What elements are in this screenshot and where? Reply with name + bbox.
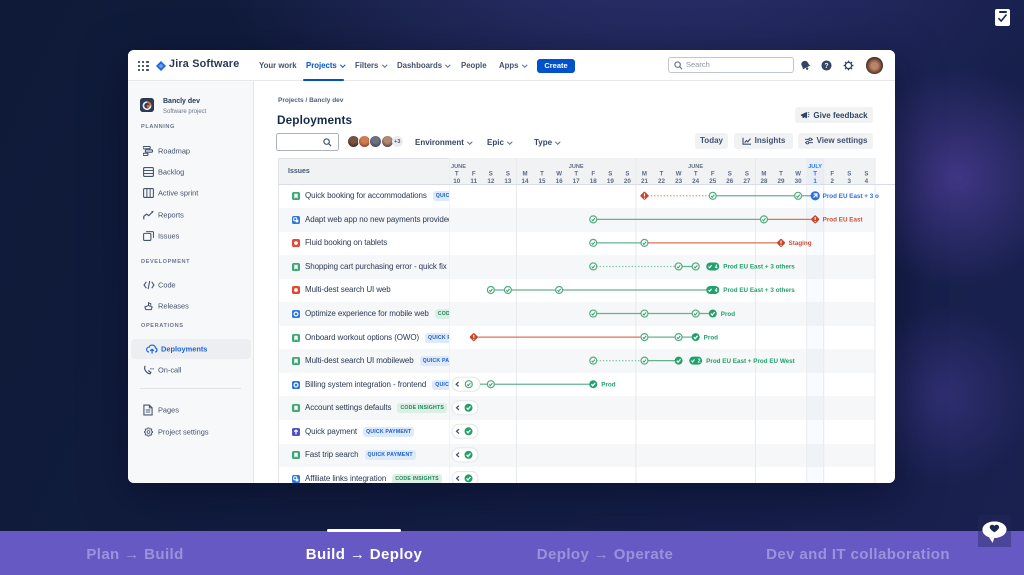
svg-text:F: F — [472, 171, 476, 178]
svg-text:F: F — [711, 171, 715, 178]
svg-text:W: W — [676, 171, 682, 178]
svg-text:27: 27 — [743, 178, 751, 185]
svg-text:Prod EU East + 3 o: Prod EU East + 3 o — [823, 193, 879, 200]
svg-text:T: T — [813, 171, 817, 178]
svg-text:T: T — [694, 171, 698, 178]
svg-text:2: 2 — [830, 178, 834, 185]
svg-text:S: S — [745, 171, 749, 178]
svg-text:Prod: Prod — [721, 311, 735, 318]
svg-text:S: S — [864, 171, 868, 178]
svg-text:4: 4 — [865, 178, 869, 185]
svg-text:4: 4 — [715, 264, 718, 270]
svg-text:S: S — [625, 171, 629, 178]
svg-text:T: T — [574, 171, 578, 178]
svg-text:30: 30 — [795, 178, 803, 185]
svg-text:23: 23 — [675, 178, 683, 185]
svg-text:17: 17 — [573, 178, 581, 185]
svg-text:Prod EU East + 3 others: Prod EU East + 3 others — [723, 264, 795, 271]
svg-text:F: F — [591, 171, 595, 178]
svg-text:2: 2 — [698, 359, 701, 365]
svg-text:16: 16 — [556, 178, 564, 185]
svg-text:Prod EU East + Prod EU West: Prod EU East + Prod EU West — [706, 358, 795, 365]
svg-text:Staging: Staging — [789, 240, 812, 247]
svg-text:M: M — [761, 171, 766, 178]
svg-text:JUNE: JUNE — [451, 164, 466, 170]
svg-text:JULY: JULY — [808, 164, 822, 170]
svg-text:14: 14 — [521, 178, 529, 185]
svg-text:Prod EU East: Prod EU East — [823, 217, 864, 224]
svg-text:Prod: Prod — [601, 381, 615, 388]
svg-text:S: S — [608, 171, 612, 178]
svg-text:15: 15 — [539, 178, 547, 185]
svg-text:13: 13 — [504, 178, 512, 185]
svg-text:24: 24 — [692, 178, 700, 185]
svg-text:28: 28 — [760, 178, 768, 185]
svg-text:T: T — [540, 171, 544, 178]
svg-text:T: T — [660, 171, 664, 178]
svg-text:22: 22 — [658, 178, 666, 185]
svg-text:M: M — [522, 171, 527, 178]
svg-text:26: 26 — [726, 178, 734, 185]
svg-text:T: T — [455, 171, 459, 178]
svg-text:JUNE: JUNE — [688, 164, 703, 170]
svg-text:25: 25 — [709, 178, 717, 185]
svg-text:12: 12 — [487, 178, 495, 185]
svg-text:JUNE: JUNE — [569, 164, 584, 170]
svg-text:10: 10 — [453, 178, 461, 185]
svg-text:M: M — [642, 171, 647, 178]
svg-text:Prod EU East + 3 others: Prod EU East + 3 others — [723, 287, 795, 294]
svg-text:S: S — [506, 171, 510, 178]
svg-text:Prod: Prod — [704, 334, 718, 341]
svg-text:19: 19 — [607, 178, 615, 185]
svg-text:S: S — [847, 171, 851, 178]
svg-text:W: W — [556, 171, 562, 178]
svg-text:T: T — [779, 171, 783, 178]
svg-text:F: F — [830, 171, 834, 178]
svg-text:S: S — [489, 171, 493, 178]
svg-text:29: 29 — [778, 178, 786, 185]
svg-text:W: W — [795, 171, 801, 178]
svg-text:20: 20 — [624, 178, 632, 185]
svg-text:1: 1 — [813, 178, 817, 185]
svg-text:?: ? — [824, 63, 828, 70]
svg-text:S: S — [728, 171, 732, 178]
svg-text:21: 21 — [641, 178, 649, 185]
svg-text:3: 3 — [848, 178, 852, 185]
svg-text:11: 11 — [470, 178, 477, 185]
svg-text:18: 18 — [590, 178, 598, 185]
svg-text:4: 4 — [715, 288, 718, 294]
